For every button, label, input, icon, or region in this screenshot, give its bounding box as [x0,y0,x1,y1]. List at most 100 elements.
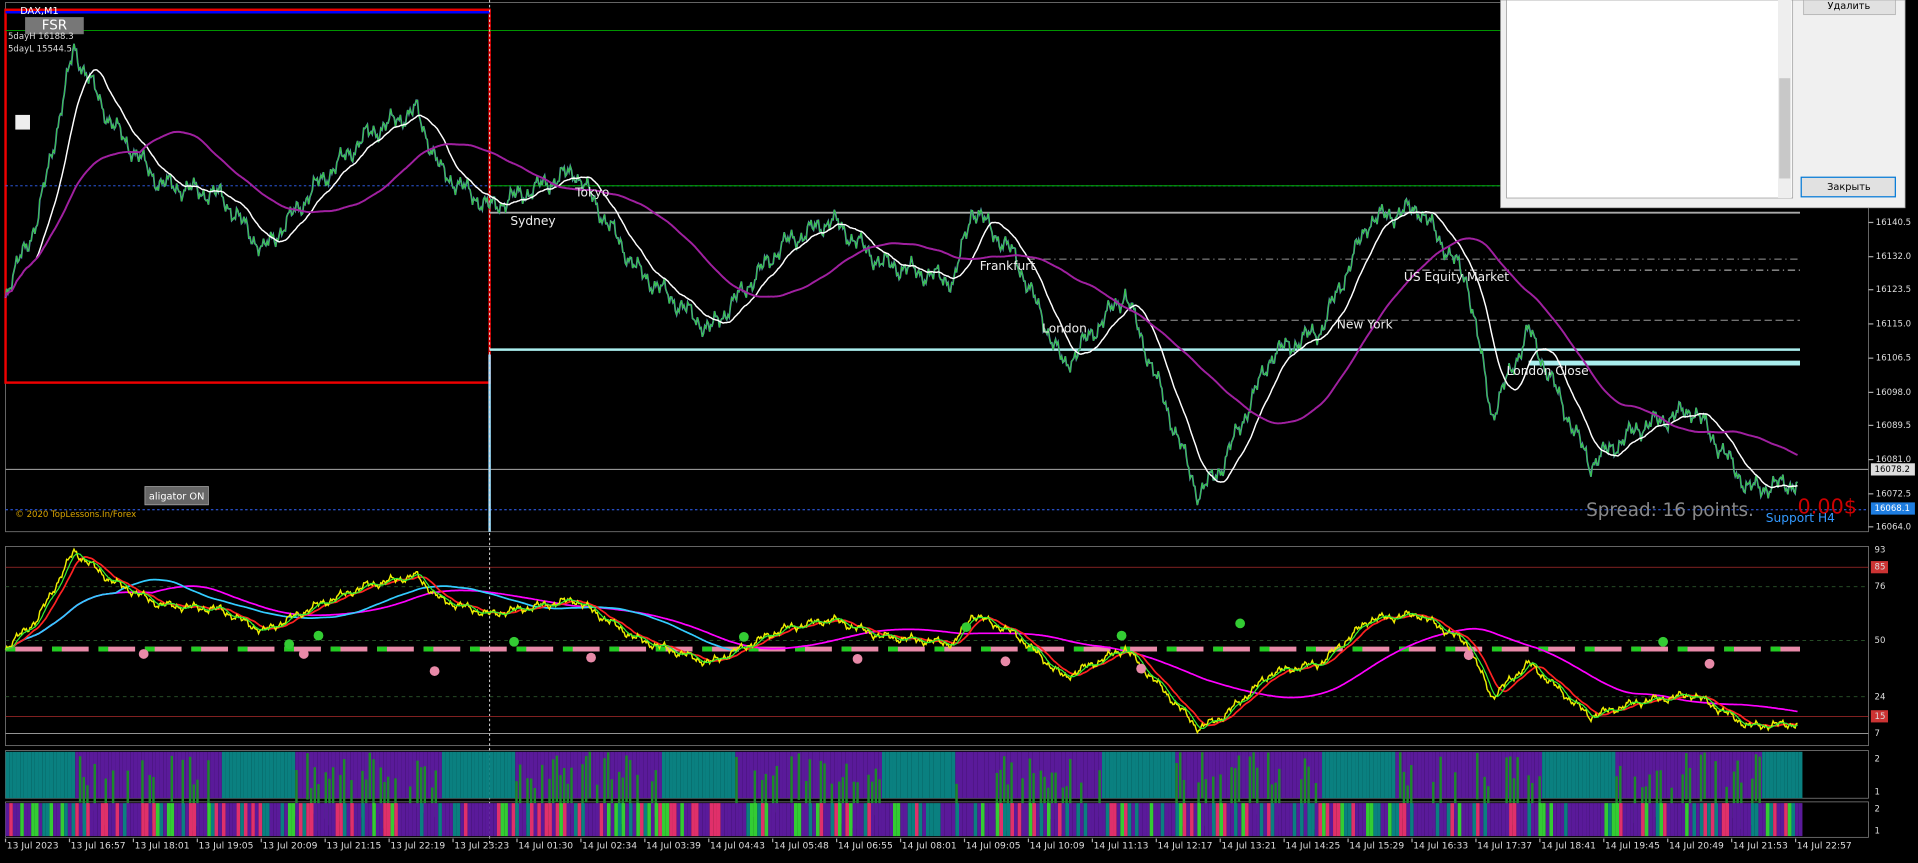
stripe [1138,803,1143,837]
toggle-button[interactable] [144,486,209,506]
stripe [1252,803,1257,837]
stripe [1619,803,1623,837]
stripe [478,803,483,837]
stripe [423,766,427,813]
stripe [885,751,890,799]
stripe [1061,751,1066,799]
close-button[interactable] [1800,176,1896,198]
stripe [911,803,915,837]
stripe [683,803,688,837]
stripe [1545,803,1550,837]
stripe [1263,751,1268,799]
delete-label: Удалить [1828,1,1871,12]
signal-dot [1704,658,1715,669]
stripe [1450,803,1455,837]
stripe [383,803,387,837]
stripe [122,803,127,837]
stripe [1446,803,1451,837]
stripe [962,751,967,799]
stripe [1351,803,1356,837]
stripe [1157,803,1161,837]
stripe [929,751,934,799]
delete-button[interactable] [1803,0,1896,16]
stripe [1061,803,1066,837]
stripe [16,803,21,837]
stripe [1160,751,1165,799]
stripe [192,751,197,799]
stripe [1366,751,1370,799]
stripe [335,751,340,799]
stripe [1149,803,1154,837]
stripe [1010,803,1015,837]
stripe [78,803,83,837]
stripe [1758,803,1763,837]
stripe [936,751,941,799]
stripe [1663,751,1667,799]
stripe [115,803,120,837]
stripe [661,803,666,837]
stripe [1399,803,1403,837]
stripe [467,751,472,799]
stripe [1512,751,1517,799]
stripe [1065,751,1070,799]
stripe [207,760,210,807]
stripe [1248,803,1253,837]
stripe [1142,751,1147,799]
stripe [595,803,600,837]
stripe [1575,803,1579,837]
stripe [1369,803,1374,837]
stripe [610,751,615,799]
stripe [1087,751,1092,799]
stripe [1674,751,1678,799]
stripe [551,803,556,837]
stripe [181,803,186,837]
stripe [1003,756,1006,803]
stripe [1487,803,1491,837]
stripe [947,751,952,799]
fsr-button[interactable] [25,17,84,35]
stripe [1747,751,1752,799]
stripe [1146,751,1150,799]
stripe [856,751,860,799]
stripe [1230,803,1235,837]
stripe [500,751,505,799]
stripe [1358,751,1363,799]
stripe [247,751,252,799]
stripe [881,751,886,799]
stripe [364,751,369,799]
stripe [1153,803,1158,837]
stripe [302,751,307,799]
stripe [1347,751,1352,799]
stripe [1435,751,1440,799]
stripe [1366,803,1370,837]
stripe [922,751,926,799]
stripe [1072,803,1077,837]
stripe [104,751,109,799]
stripe [775,765,779,813]
stripe [357,803,362,837]
stripe [386,751,391,799]
stripe [251,803,255,837]
stripe [258,751,263,799]
checkbox[interactable] [15,114,30,130]
stripe [834,803,838,837]
stripe [676,803,681,837]
stripe [20,803,24,837]
stripe [1182,803,1187,837]
stripe [1791,803,1796,837]
stripe [1142,803,1147,837]
stripe [515,803,519,837]
stripe [720,751,725,799]
stripe [434,770,438,817]
stripe [775,803,780,837]
stripe [1531,803,1535,837]
stripe [793,751,798,799]
scroll-thumb[interactable] [1779,78,1791,179]
stripe [397,803,402,837]
stripe [42,751,46,799]
stripe [570,803,574,837]
stripe [93,763,96,811]
stripe [1340,803,1345,837]
stripe [405,751,409,799]
stripe [1175,763,1178,810]
